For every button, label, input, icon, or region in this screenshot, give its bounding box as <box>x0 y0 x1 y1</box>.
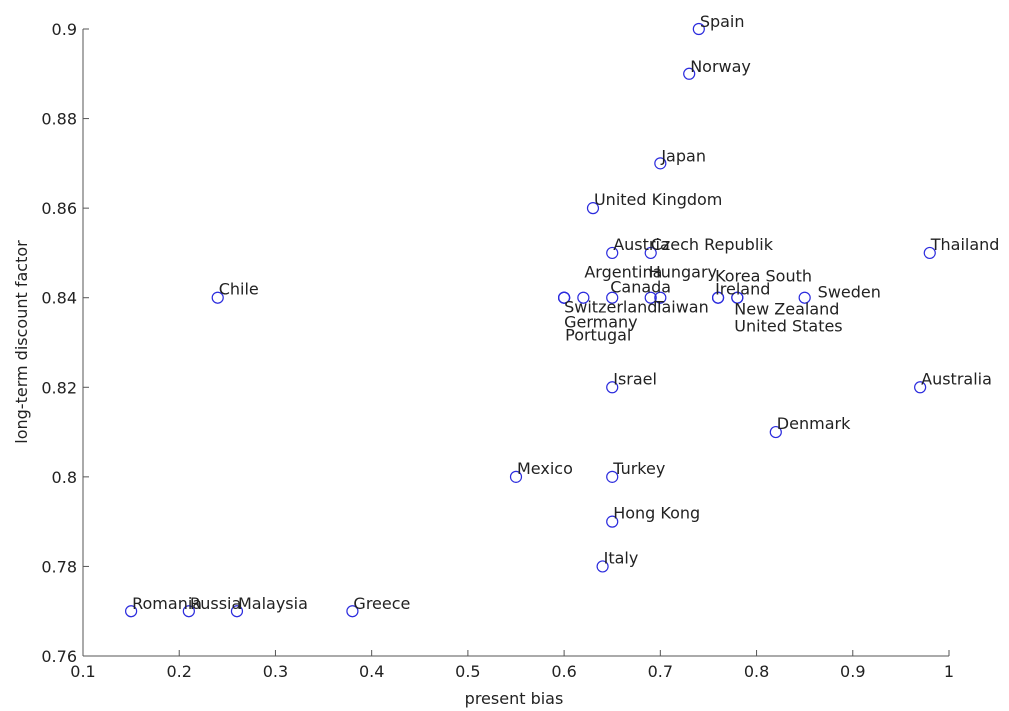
data-label: Hong Kong <box>613 504 700 523</box>
x-tick-label: 0.3 <box>263 662 288 681</box>
data-label: Chile <box>219 280 259 299</box>
data-label: Korea South <box>715 267 812 286</box>
data-points <box>125 22 936 618</box>
data-label: Japan <box>660 146 706 165</box>
x-tick-label: 0.6 <box>551 662 576 681</box>
y-tick-label: 0.8 <box>52 468 77 487</box>
y-axis-title: long-term discount factor <box>12 240 31 444</box>
x-tick-label: 0.2 <box>166 662 191 681</box>
y-tick-label: 0.78 <box>41 557 77 576</box>
data-label: Greece <box>353 594 410 613</box>
data-label: United Kingdom <box>594 190 722 209</box>
x-tick-label: 0.7 <box>648 662 673 681</box>
y-tick-label: 0.76 <box>41 647 77 666</box>
data-point <box>654 291 667 304</box>
data-label: Israel <box>613 369 657 388</box>
data-label: Sweden <box>818 283 881 302</box>
data-point <box>769 425 782 439</box>
data-point <box>596 560 609 573</box>
data-label: Austria <box>613 235 670 254</box>
x-axis-title: present bias <box>465 689 564 708</box>
y-tick-label: 0.9 <box>52 20 77 39</box>
data-label: Romania <box>132 594 202 613</box>
data-label: Thailand <box>930 235 1000 254</box>
data-label: Argentina <box>584 263 662 282</box>
y-tick-label: 0.82 <box>41 378 77 397</box>
y-tick-label: 0.88 <box>41 110 77 129</box>
data-point <box>558 291 571 304</box>
data-point <box>606 470 619 483</box>
data-point <box>606 515 619 528</box>
data-label: Turkey <box>612 459 665 478</box>
data-point <box>914 381 927 394</box>
data-point <box>683 67 696 80</box>
data-point <box>509 470 523 483</box>
data-label: Czech Republik <box>651 235 774 254</box>
data-label: Hungary <box>649 263 717 282</box>
data-label: Denmark <box>777 414 851 433</box>
data-label: Ireland <box>715 280 770 299</box>
data-label: Canada <box>610 278 671 297</box>
data-point <box>923 246 936 260</box>
data-label: Norway <box>690 57 751 76</box>
data-point <box>577 291 590 304</box>
axes: 0.1 0.2 0.3 0.4 0.5 0.6 0.7 0.8 0.9 1 0.76 0.78 0.8 0… <box>41 20 954 681</box>
data-label: Spain <box>700 12 745 31</box>
data-point <box>230 605 244 618</box>
data-point <box>182 605 195 618</box>
data-point <box>711 291 725 304</box>
data-point <box>644 291 657 304</box>
data-label: Australia <box>921 369 992 388</box>
data-point <box>731 291 744 304</box>
data-label: Malaysia <box>238 594 308 613</box>
data-label: Mexico <box>517 459 573 478</box>
data-label: United States <box>734 317 842 336</box>
data-point <box>211 291 224 304</box>
data-label: Russia <box>190 594 241 613</box>
y-tick-label: 0.86 <box>41 199 77 218</box>
data-label: New Zealand <box>734 300 839 319</box>
x-tick-label: 1 <box>944 662 954 681</box>
data-point <box>586 202 600 215</box>
data-label: Germany <box>564 313 638 332</box>
data-point <box>644 246 657 260</box>
x-tick-label: 0.9 <box>840 662 865 681</box>
data-point <box>798 291 811 304</box>
data-label: Portugal <box>565 326 631 345</box>
data-point <box>654 157 667 170</box>
data-point <box>606 291 619 304</box>
x-tick-label: 0.5 <box>455 662 480 681</box>
x-tick-label: 0.4 <box>359 662 384 681</box>
x-tick-label: 0.8 <box>744 662 769 681</box>
data-point <box>606 246 619 260</box>
data-point <box>125 605 138 618</box>
data-point <box>606 381 619 394</box>
point-labels: Spain Norway Japan United Kingdom AustriaCze… <box>132 12 999 613</box>
data-label: Italy <box>604 548 639 567</box>
data-point <box>692 22 705 36</box>
y-tick-label: 0.84 <box>41 289 77 308</box>
data-label: Switzerland <box>564 298 657 317</box>
data-label: Taiwan <box>653 298 708 317</box>
x-tick-label: 0.1 <box>70 662 95 681</box>
data-point <box>346 605 359 618</box>
